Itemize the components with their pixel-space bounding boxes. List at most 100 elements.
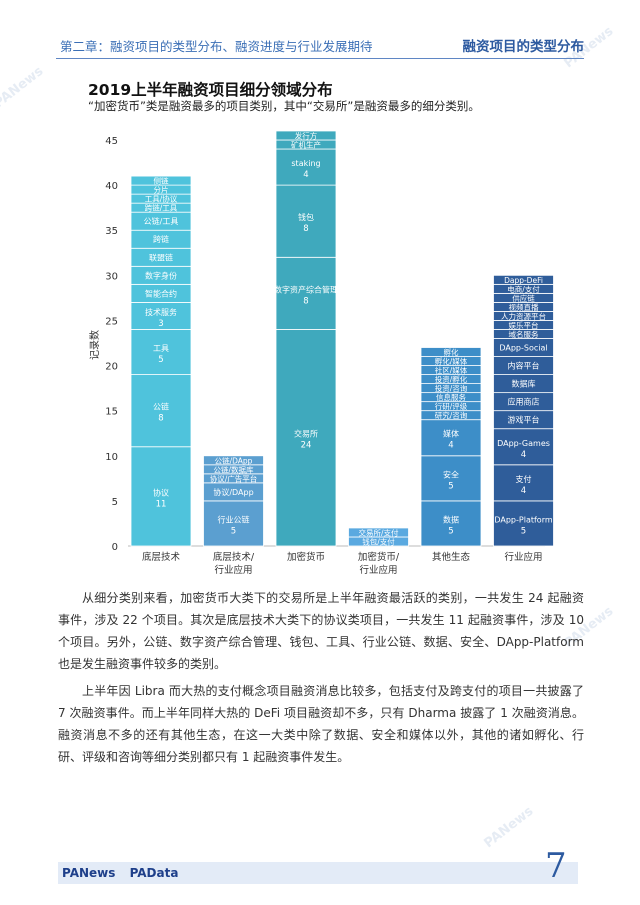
bar-segment bbox=[420, 347, 482, 357]
segment-label: 孵化/媒体 bbox=[435, 356, 468, 366]
segment-label: 电商/支付 bbox=[507, 284, 540, 294]
segment-value: 5 bbox=[448, 481, 453, 491]
segment-label: 数据 bbox=[443, 514, 459, 524]
segment-label: 人力资源平台 bbox=[501, 311, 546, 321]
segment-label: 钱包 bbox=[298, 212, 314, 222]
x-tick-label: 底层技术/ bbox=[213, 551, 255, 563]
x-tick-label: 行业应用 bbox=[504, 551, 542, 563]
segment-label: 内容平台 bbox=[508, 361, 540, 371]
segment-label: 媒体 bbox=[443, 429, 459, 439]
body-paragraph-2: 上半年因 Libra 而大热的支付概念项目融资消息比较多，包括支付及跨支付的项目… bbox=[58, 684, 584, 764]
segment-label: staking bbox=[291, 159, 320, 168]
segment-value: 5 bbox=[231, 526, 236, 536]
segment-value: 4 bbox=[303, 170, 308, 180]
bar-segment bbox=[420, 419, 482, 457]
segment-label: 视频直播 bbox=[509, 302, 539, 312]
section-title: 融资项目的类型分布 bbox=[462, 39, 585, 55]
segment-label: 安全 bbox=[443, 469, 459, 479]
segment-label: 矿机生产 bbox=[291, 140, 321, 150]
bar-segment bbox=[493, 464, 554, 502]
segment-label: 信息服务 bbox=[436, 392, 466, 402]
bar-segment bbox=[493, 274, 554, 285]
segment-label: 行研/评级 bbox=[435, 401, 468, 411]
bar-segment bbox=[275, 130, 337, 141]
segment-label: 支付 bbox=[516, 474, 532, 484]
chapter-title: 第二章：融资项目的类型分布、融资进度与行业发展期待 bbox=[60, 39, 373, 54]
segment-value: 8 bbox=[303, 224, 308, 234]
bar-segment bbox=[130, 329, 192, 375]
x-tick-label: 加密货币 bbox=[287, 551, 325, 563]
segment-label: 公链 bbox=[153, 402, 169, 412]
panews-logo: PANews bbox=[62, 866, 116, 880]
page-header: 第二章：融资项目的类型分布、融资进度与行业发展期待 融资项目的类型分布 bbox=[56, 30, 584, 59]
bar-segment bbox=[420, 500, 482, 547]
segment-value: 4 bbox=[521, 486, 526, 496]
stacked-bar-chart: 051015202530354045记录数协议11公链8工具5技术服务3智能合约… bbox=[88, 130, 554, 576]
bar-segment bbox=[275, 256, 337, 330]
y-axis-label: 记录数 bbox=[88, 330, 101, 360]
y-tick-label: 15 bbox=[105, 407, 118, 418]
x-tick-label: 行业应用 bbox=[214, 564, 252, 576]
segment-label: 分片 bbox=[154, 185, 169, 195]
segment-value: 8 bbox=[158, 414, 163, 424]
segment-label: 侧链 bbox=[154, 176, 169, 186]
segment-label: 投资/咨询 bbox=[435, 383, 468, 393]
segment-label: 交易所/支付 bbox=[358, 527, 399, 537]
x-tick-label: 行业应用 bbox=[359, 564, 397, 576]
y-tick-label: 35 bbox=[105, 226, 118, 237]
bar-segment bbox=[275, 148, 337, 186]
segment-label: 交易所 bbox=[294, 429, 318, 439]
segment-value: 5 bbox=[521, 526, 526, 536]
segment-label: 娱乐平台 bbox=[509, 320, 539, 330]
segment-label: DApp-Games bbox=[497, 439, 550, 448]
segment-label: 跨链 bbox=[153, 234, 169, 244]
segment-value: 11 bbox=[156, 499, 167, 509]
segment-label: 供应链 bbox=[512, 293, 535, 303]
segment-label: 工具/协议 bbox=[145, 194, 178, 204]
segment-label: 游戏平台 bbox=[508, 415, 540, 425]
segment-label: 协议/DApp bbox=[213, 487, 253, 497]
segment-value: 5 bbox=[448, 526, 453, 536]
footer-logos: PANews PAData bbox=[62, 866, 188, 880]
watermark: PANews bbox=[481, 803, 537, 852]
segment-label: Dapp-DeFi bbox=[504, 276, 543, 285]
bar-segment bbox=[130, 175, 192, 186]
y-tick-label: 25 bbox=[105, 316, 118, 327]
bar-segment bbox=[203, 500, 264, 547]
bar-segment bbox=[275, 184, 337, 258]
segment-label: 工具 bbox=[153, 344, 169, 353]
segment-value: 3 bbox=[158, 319, 163, 329]
body-paragraph-1: 从细分类别来看，加密货币大类下的交易所是上半年融资最活跃的类别，一共发生 24 … bbox=[58, 591, 584, 671]
y-tick-label: 40 bbox=[105, 181, 118, 192]
segment-label: 技术服务 bbox=[145, 307, 177, 317]
bar-segment bbox=[493, 428, 554, 466]
bar-segment bbox=[130, 374, 192, 448]
x-tick-label: 底层技术 bbox=[142, 551, 181, 563]
y-tick-label: 5 bbox=[112, 497, 118, 508]
y-tick-label: 45 bbox=[105, 136, 118, 147]
segment-label: 跨链/工具 bbox=[145, 203, 178, 213]
segment-label: 公链/数据库 bbox=[213, 464, 254, 474]
y-tick-label: 30 bbox=[105, 271, 118, 282]
segment-label: 域名服务 bbox=[509, 329, 539, 339]
segment-label: DApp-Social bbox=[499, 344, 547, 353]
segment-value: 4 bbox=[521, 450, 526, 460]
segment-label: 公链/DApp bbox=[215, 455, 253, 465]
bar-segment bbox=[203, 455, 264, 466]
segment-label: 钱包/支付 bbox=[362, 536, 395, 546]
segment-label: 行业公链 bbox=[218, 514, 250, 524]
bar-segment bbox=[130, 446, 192, 547]
segment-value: 8 bbox=[303, 296, 308, 306]
segment-label: 协议/广告平台 bbox=[210, 473, 258, 483]
segment-label: 发行方 bbox=[295, 130, 318, 140]
segment-label: 智能合约 bbox=[145, 288, 177, 298]
segment-value: 5 bbox=[158, 355, 163, 365]
segment-label: 研究/咨询 bbox=[435, 410, 468, 420]
segment-label: DApp-Platform bbox=[494, 515, 552, 524]
padata-logo: PAData bbox=[129, 866, 179, 880]
y-tick-label: 10 bbox=[105, 452, 118, 463]
bar-segment bbox=[275, 329, 337, 547]
segment-label: 社区/媒体 bbox=[435, 365, 468, 375]
segment-value: 24 bbox=[301, 441, 312, 451]
bar-segment bbox=[348, 527, 409, 538]
